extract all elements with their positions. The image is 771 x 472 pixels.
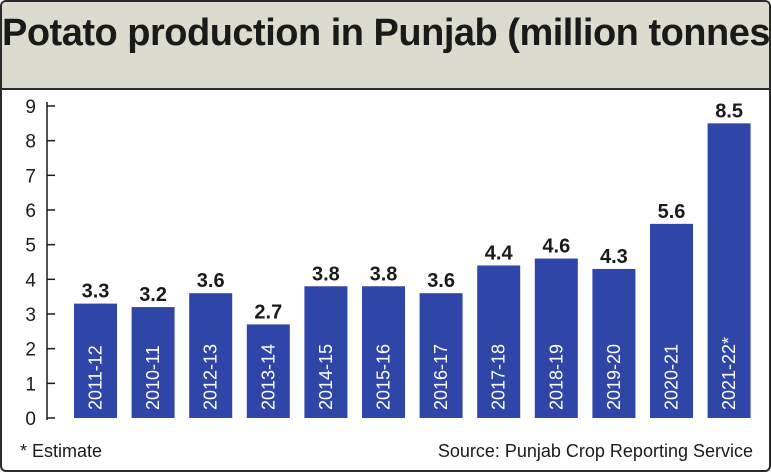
bar [131, 307, 175, 418]
y-tick-label: 8 [25, 132, 36, 153]
bar-value-label: 3.6 [427, 270, 455, 292]
category-label: 2021-22* [719, 337, 739, 410]
y-tick-label: 0 [25, 409, 36, 430]
bar [74, 303, 117, 418]
chart-title: Potato production in Punjab (million ton… [2, 12, 771, 54]
bar-value-label: 8.5 [715, 100, 743, 122]
y-tick-label: 9 [25, 97, 36, 118]
bar-value-label: 3.8 [370, 263, 398, 285]
bar-value-label: 3.8 [312, 263, 340, 285]
source-credit: Source: Punjab Crop Reporting Service [437, 441, 753, 461]
category-label: 2010-11 [143, 345, 163, 410]
bar [246, 324, 290, 418]
bar-value-label: 5.6 [658, 201, 686, 223]
category-label: 2011-12 [86, 345, 106, 410]
category-label: 2015-16 [374, 344, 394, 410]
bar-value-label: 3.6 [197, 270, 225, 292]
y-tick-label: 4 [25, 270, 36, 291]
bar [534, 258, 578, 418]
category-label: 2018-19 [546, 344, 566, 410]
bar [362, 286, 405, 418]
bar [189, 293, 233, 418]
y-tick-label: 7 [25, 166, 36, 187]
title-band: Potato production in Punjab (million ton… [2, 2, 769, 90]
bar [650, 223, 693, 418]
bar [707, 123, 751, 418]
category-label: 2016-17 [431, 344, 451, 410]
category-label: 2017-18 [489, 344, 509, 410]
bar [419, 293, 463, 418]
category-label: 2013-14 [258, 344, 278, 410]
bar-value-label: 4.4 [485, 242, 514, 264]
bar [592, 268, 636, 418]
bar-value-label: 4.6 [542, 236, 570, 258]
y-tick-label: 1 [25, 374, 36, 395]
footnote: * Estimate [20, 441, 103, 461]
category-label: 2012-13 [201, 344, 221, 410]
category-label: 2019-20 [604, 344, 624, 410]
y-tick-label: 5 [25, 236, 36, 257]
bar-value-label: 3.2 [139, 284, 167, 306]
y-tick-label: 6 [25, 201, 36, 222]
y-tick-label: 3 [25, 305, 36, 326]
bar-value-label: 2.7 [254, 301, 282, 323]
category-label: 2014-15 [316, 344, 336, 410]
bar [304, 286, 348, 418]
category-label: 2020-21 [662, 344, 682, 410]
y-tick-label: 2 [25, 340, 36, 361]
bar-value-label: 3.3 [82, 281, 110, 303]
bar [477, 265, 521, 418]
bar-value-label: 4.3 [600, 246, 628, 268]
